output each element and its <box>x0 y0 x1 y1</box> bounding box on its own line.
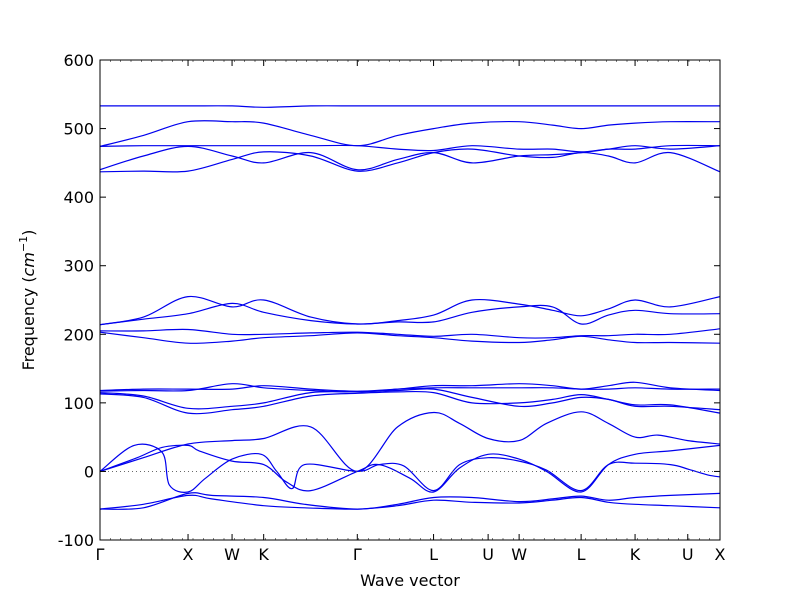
y-tick-label: 200 <box>63 325 94 344</box>
y-axis-label-unit: cm <box>19 252 38 276</box>
y-axis-label-exponent: −1 <box>17 236 30 252</box>
x-tick-label: Γ <box>96 545 105 564</box>
band-line-13 <box>100 302 720 326</box>
band-line-10 <box>100 331 720 344</box>
band-lines <box>100 105 720 510</box>
y-tick-label: 600 <box>63 51 94 70</box>
x-tick-label: L <box>577 545 586 564</box>
x-tick-label: K <box>258 545 269 564</box>
x-tick-label: X <box>715 545 726 564</box>
y-tick-label: 300 <box>63 257 94 276</box>
x-tick-label: X <box>183 545 194 564</box>
band-line-17 <box>100 120 720 147</box>
y-tick-label: 100 <box>63 394 94 413</box>
x-tick-label: Γ <box>353 545 362 564</box>
band-line-5 <box>100 411 720 473</box>
x-axis-label: Wave vector <box>360 571 460 590</box>
y-tick-label: 500 <box>63 120 94 139</box>
y-tick-label: 0 <box>84 462 94 481</box>
x-tick-label: W <box>224 545 240 564</box>
band-line-7 <box>100 390 720 415</box>
band-line-9 <box>100 385 720 392</box>
band-line-12 <box>100 295 720 326</box>
band-line-3 <box>100 444 720 493</box>
y-axis-label-suffix: ) <box>19 230 38 236</box>
y-tick-label: 400 <box>63 188 94 207</box>
band-line-8 <box>100 381 720 393</box>
x-tick-label: W <box>511 545 527 564</box>
band-line-11 <box>100 328 720 339</box>
band-line-4 <box>100 443 720 493</box>
y-axis-label-prefix: Frequency ( <box>19 276 38 370</box>
y-axis-label: Frequency (cm−1) <box>17 230 38 371</box>
band-line-15 <box>100 145 720 171</box>
x-tick-label: U <box>482 545 494 564</box>
y-axis: -100 0 100 200 300 400 500 600 <box>58 51 720 550</box>
band-line-2 <box>100 494 720 510</box>
band-line-16 <box>100 144 720 153</box>
y-tick-label: -100 <box>58 531 94 550</box>
band-line-1 <box>100 492 720 510</box>
band-line-18 <box>100 105 720 108</box>
x-tick-label: K <box>630 545 641 564</box>
x-tick-label: L <box>429 545 438 564</box>
x-tick-label: U <box>682 545 694 564</box>
